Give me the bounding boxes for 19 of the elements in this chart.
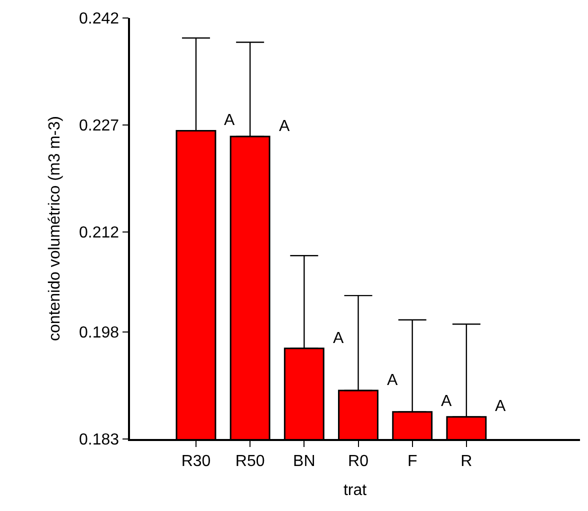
y-tick-label: 0.198 xyxy=(79,324,120,342)
text: A xyxy=(495,398,506,415)
x-tick-label: BN xyxy=(293,452,316,470)
annotation: A xyxy=(279,118,290,135)
y-tick-label: 0.212 xyxy=(79,224,120,242)
y-axis-title: contenido volumétrico (m3 m-3) xyxy=(46,116,64,341)
annotation: A xyxy=(224,112,235,129)
x-tick-label: R50 xyxy=(235,452,265,470)
x-axis-title: trat xyxy=(343,482,368,500)
annotation: A xyxy=(441,393,452,410)
annotation: A xyxy=(387,372,398,389)
x-tick-label: F xyxy=(407,452,418,470)
y-tick-label: 0.183 xyxy=(79,432,120,449)
x-tick-label: R xyxy=(460,452,472,470)
x-tick-label: R0 xyxy=(348,452,369,470)
y-tick-label: 0.227 xyxy=(79,118,120,135)
x-tick-label: R30 xyxy=(181,452,211,470)
annotation: A xyxy=(333,330,344,347)
y-tick-label: 0.242 xyxy=(79,10,120,28)
